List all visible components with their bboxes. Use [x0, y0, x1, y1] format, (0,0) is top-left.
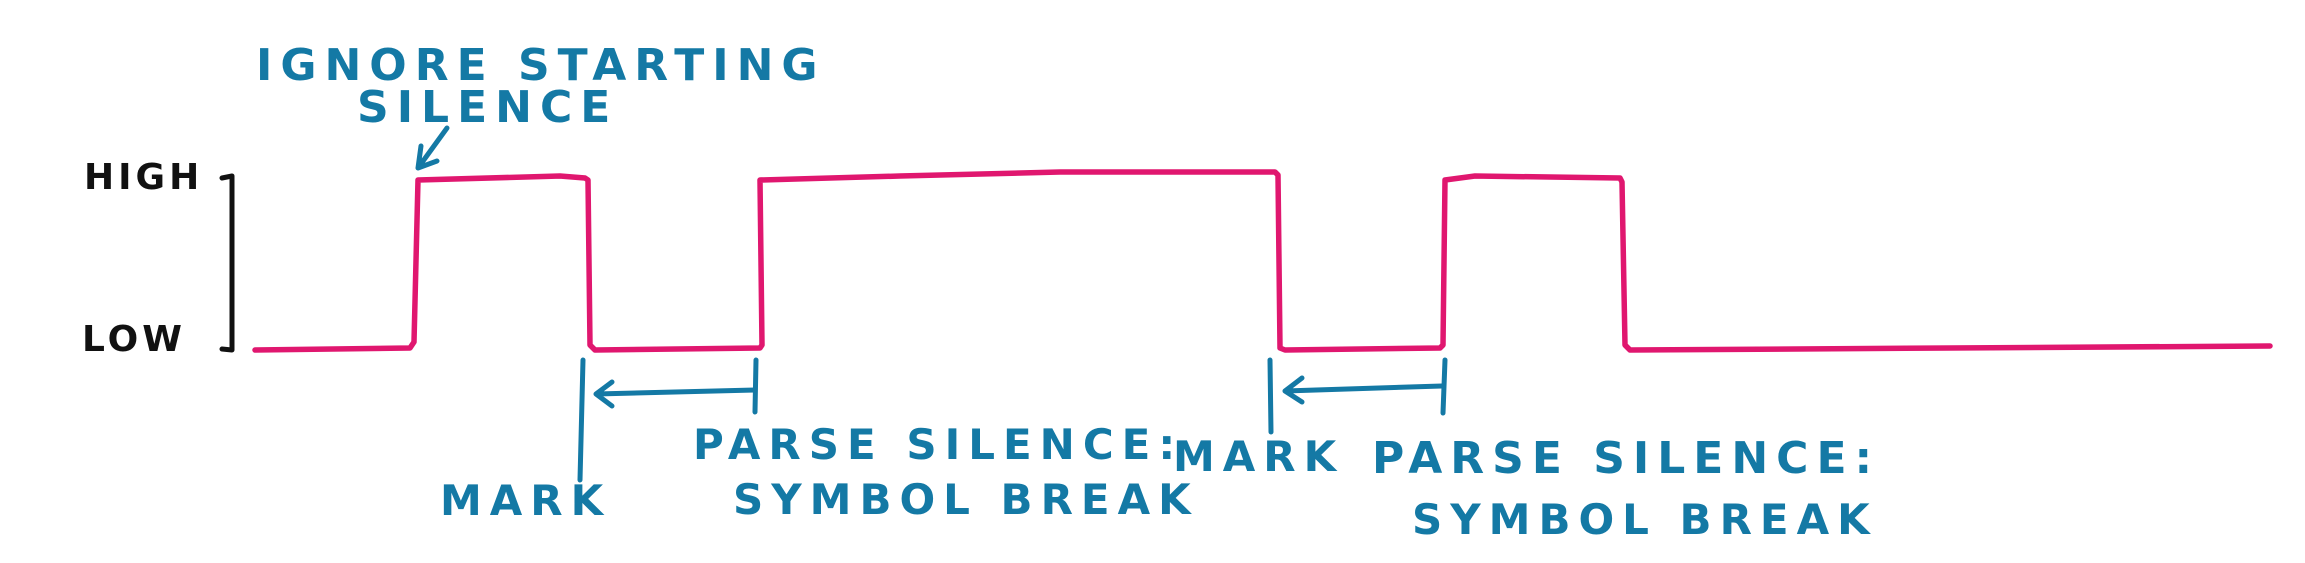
symbol-break-label-1: SYMBOL BREAK: [733, 475, 1199, 524]
signal-waveform: [252, 169, 2273, 353]
parse-silence-label-2: PARSE SILENCE:: [1372, 433, 1881, 484]
ignore-starting-label: IGNORE STARTING: [256, 40, 826, 91]
ignore-arrow: [415, 125, 450, 171]
mark-2-tick: [1267, 357, 1274, 435]
mark-1-tick: [577, 357, 586, 483]
level-axis-bracket: [219, 173, 235, 353]
parse-1-tick: [752, 357, 759, 415]
parse-1-arrow: [593, 379, 758, 409]
parse-silence-label-1: PARSE SILENCE:: [693, 420, 1184, 469]
low-label: LOW: [82, 319, 186, 360]
high-label: HIGH: [84, 157, 204, 198]
parse-2-arrow: [1282, 375, 1445, 405]
mark-label-2: MARK: [1173, 432, 1345, 481]
mark-label-1: MARK: [440, 476, 612, 525]
silence-label: SILENCE: [357, 82, 619, 133]
symbol-break-label-2: SYMBOL BREAK: [1412, 495, 1878, 544]
